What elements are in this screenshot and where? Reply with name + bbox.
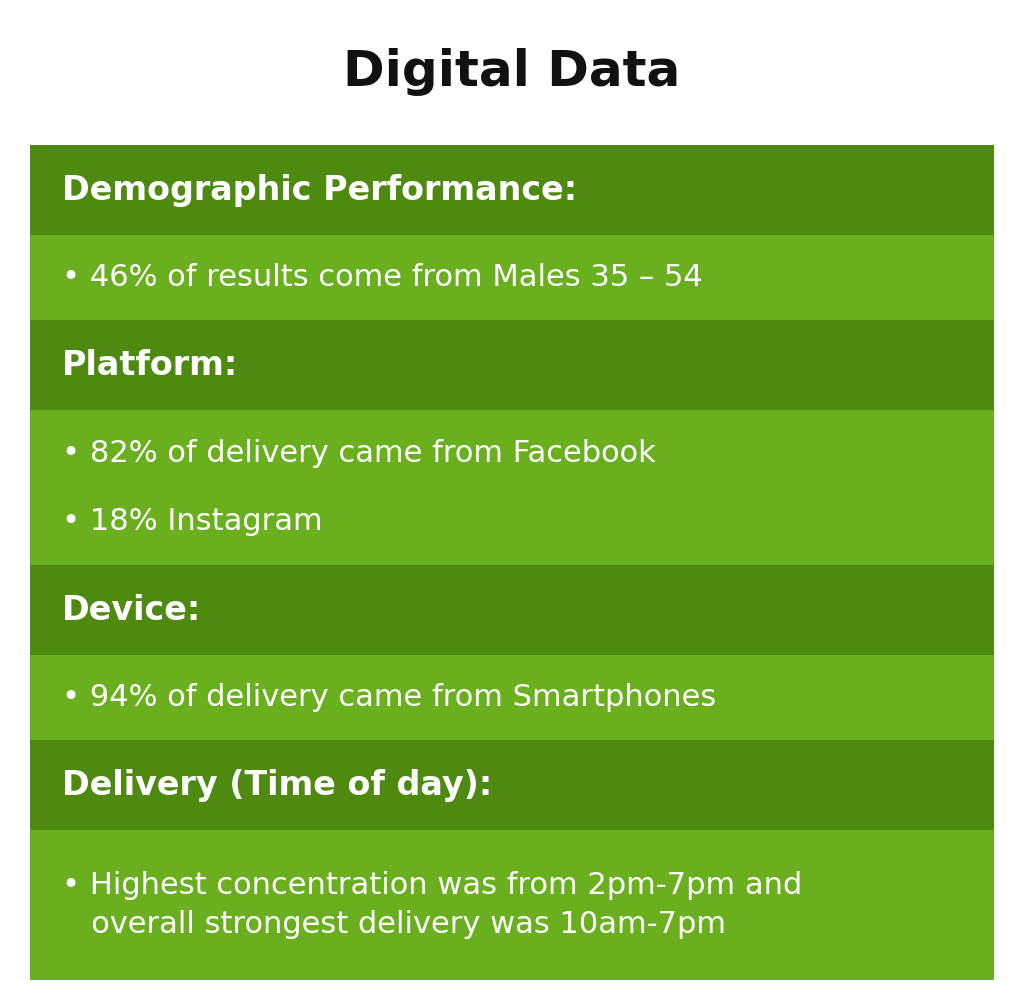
Text: • 94% of delivery came from Smartphones: • 94% of delivery came from Smartphones <box>62 683 716 712</box>
Bar <box>30 655 994 740</box>
Text: • 46% of results come from Males 35 – 54: • 46% of results come from Males 35 – 54 <box>62 263 702 292</box>
Bar <box>30 565 994 655</box>
Bar <box>30 235 994 320</box>
Text: Platform:: Platform: <box>62 349 239 381</box>
Bar <box>30 410 994 565</box>
Text: Device:: Device: <box>62 594 202 626</box>
Bar <box>30 830 994 980</box>
Text: • Highest concentration was from 2pm-7pm and
   overall strongest delivery was 1: • Highest concentration was from 2pm-7pm… <box>62 872 802 938</box>
Text: • 82% of delivery came from Facebook: • 82% of delivery came from Facebook <box>62 439 655 468</box>
Bar <box>30 145 994 235</box>
Bar <box>30 320 994 410</box>
Bar <box>30 740 994 830</box>
Text: • 18% Instagram: • 18% Instagram <box>62 507 323 536</box>
Text: Digital Data: Digital Data <box>343 48 681 96</box>
FancyBboxPatch shape <box>30 145 994 980</box>
Text: Delivery (Time of day):: Delivery (Time of day): <box>62 769 493 802</box>
Text: Demographic Performance:: Demographic Performance: <box>62 173 578 206</box>
